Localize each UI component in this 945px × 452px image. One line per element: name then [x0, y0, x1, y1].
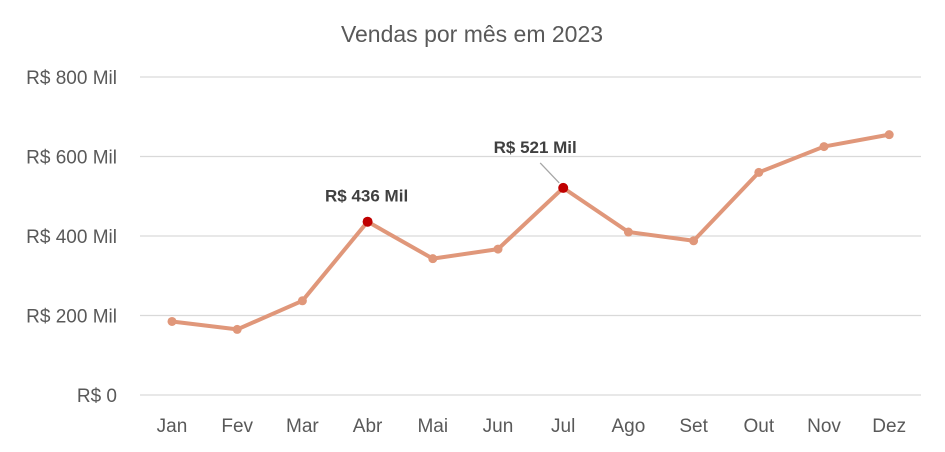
data-label-annotations: R$ 436 Mil R$ 521 Mil: [325, 138, 577, 206]
y-tick-label: R$ 800 Mil: [26, 68, 117, 89]
x-tick-label: Set: [679, 416, 708, 437]
x-tick-label: Jul: [551, 416, 575, 437]
x-tick-label: Dez: [872, 416, 906, 437]
y-tick-label: R$ 0: [77, 386, 117, 407]
y-tick-label: R$ 200 Mil: [26, 307, 117, 328]
data-point: [623, 227, 633, 237]
data-label: R$ 436 Mil: [325, 187, 408, 206]
data-point: [167, 316, 177, 326]
y-axis-tick-labels: R$ 0 R$ 200 Mil R$ 400 Mil R$ 600 Mil R$ 800…: [26, 68, 117, 407]
data-label: R$ 521 Mil: [494, 138, 577, 157]
series-sales: [167, 130, 894, 334]
y-tick-label: R$ 600 Mil: [26, 148, 117, 169]
data-point: [689, 236, 699, 246]
data-point: [754, 167, 764, 177]
y-tick-label: R$ 400 Mil: [26, 227, 117, 248]
gridlines: [140, 76, 921, 396]
x-axis-tick-labels: Jan Fev Mar Abr Mai Jun Jul Ago Set Out Nov Dez: [157, 416, 906, 437]
data-point: [493, 244, 503, 254]
x-tick-label: Mar: [286, 416, 319, 437]
data-point: [232, 324, 242, 334]
x-tick-label: Out: [743, 416, 774, 437]
highlighted-data-point: [558, 182, 569, 193]
chart-title: Vendas por mês em 2023: [341, 21, 603, 47]
x-tick-label: Jan: [157, 416, 188, 437]
x-tick-label: Jun: [483, 416, 514, 437]
x-tick-label: Fev: [221, 416, 253, 437]
data-point: [297, 296, 307, 306]
x-tick-label: Nov: [807, 416, 841, 437]
data-point: [428, 254, 438, 264]
data-point: [884, 130, 894, 140]
series-line: [170, 132, 892, 332]
x-tick-label: Mai: [417, 416, 448, 437]
x-tick-label: Ago: [611, 416, 645, 437]
highlighted-data-point: [362, 216, 373, 227]
data-point: [819, 142, 829, 152]
x-tick-label: Abr: [353, 416, 383, 437]
data-label-leader-line: [539, 162, 560, 184]
